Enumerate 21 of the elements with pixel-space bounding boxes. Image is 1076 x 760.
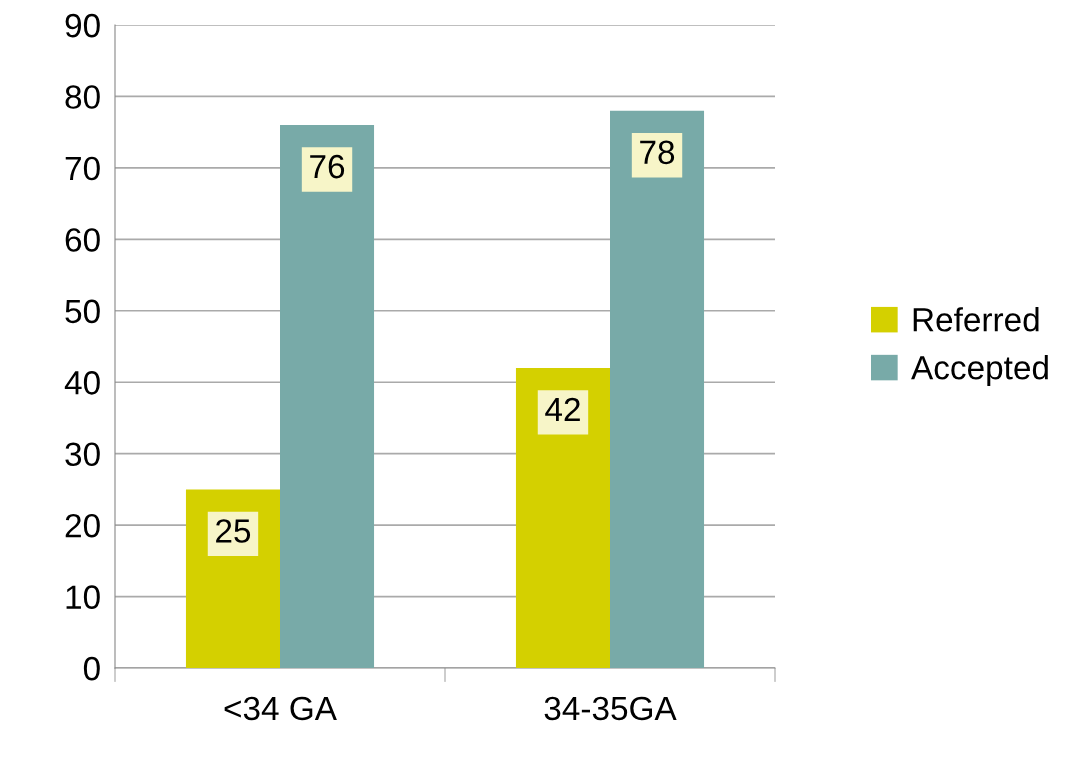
- data-label: 78: [640, 140, 675, 165]
- bar: [280, 125, 375, 668]
- data-label: 76: [310, 154, 345, 179]
- y-tick-label: 50: [65, 299, 100, 324]
- y-tick-label: 90: [65, 13, 100, 38]
- data-label: 42: [545, 397, 580, 421]
- legend-label: Accepted: [911, 355, 1048, 387]
- y-tick-label: 80: [65, 85, 100, 109]
- bar: [610, 110, 705, 668]
- y-tick-label: 60: [65, 228, 100, 252]
- bar: [515, 367, 610, 668]
- y-tick-label: 10: [66, 585, 100, 609]
- y-tick-label: 20: [65, 513, 100, 538]
- y-tick-label: 0: [83, 656, 100, 681]
- y-tick-label: 70: [65, 156, 100, 181]
- x-tick-label: 34-35GA: [544, 696, 677, 721]
- data-label: 25: [216, 519, 251, 543]
- y-tick-label: 40: [64, 371, 100, 395]
- x-tick-label: <34 GA: [224, 696, 337, 721]
- legend-label: Referred: [913, 307, 1039, 332]
- y-tick-label: 30: [65, 442, 100, 467]
